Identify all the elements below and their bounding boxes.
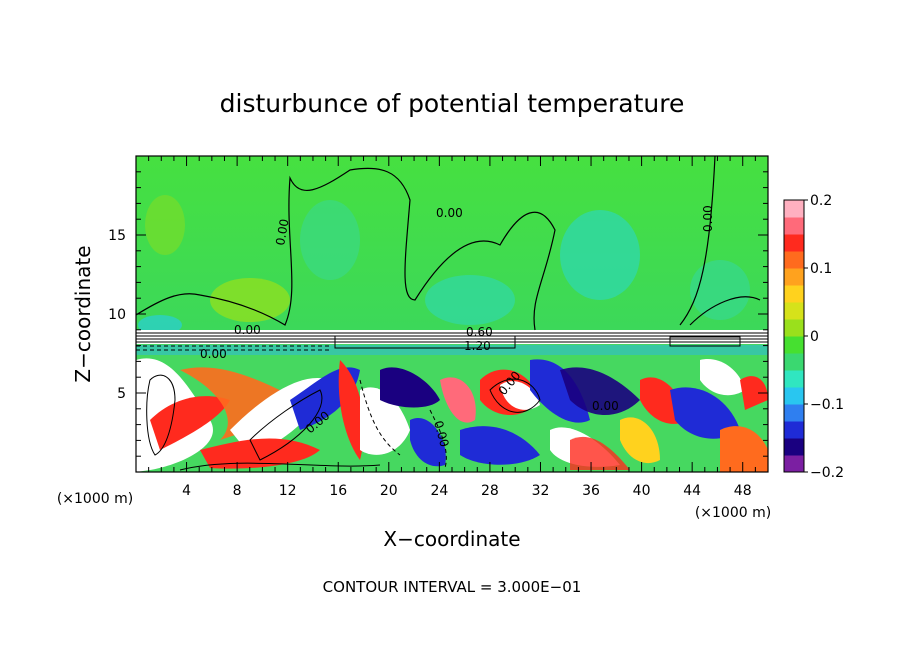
colorbar-swatch bbox=[784, 217, 804, 235]
x-tick-labels: 4 8 12 16 20 24 28 32 36 40 44 48 bbox=[182, 483, 752, 499]
colorbar-swatch bbox=[784, 200, 804, 218]
colorbar-swatch bbox=[784, 268, 804, 286]
x-tick-label: 16 bbox=[329, 483, 347, 499]
cool-patch bbox=[560, 210, 640, 300]
contour-label: 0.00 bbox=[701, 205, 715, 232]
colorbar-swatch bbox=[784, 455, 804, 473]
colorbar-swatch bbox=[784, 319, 804, 337]
colorbar-label: 0.1 bbox=[810, 261, 832, 277]
x-tick-label: 28 bbox=[481, 483, 499, 499]
plot-area bbox=[136, 156, 768, 472]
colorbar-label: −0.1 bbox=[810, 397, 844, 413]
y-tick-labels: 5 10 15 bbox=[108, 228, 126, 402]
colorbar-swatch bbox=[784, 302, 804, 320]
colorbar-swatch bbox=[784, 421, 804, 439]
colorbar-label: 0 bbox=[810, 329, 819, 345]
contour-line bbox=[359, 379, 401, 456]
x-tick-label: 44 bbox=[683, 483, 701, 499]
x-tick-label: 48 bbox=[734, 483, 752, 499]
contour-line bbox=[179, 462, 381, 471]
warm-patch bbox=[145, 195, 185, 255]
contour-label: 1.20 bbox=[464, 339, 491, 353]
y-tick-label: 15 bbox=[108, 228, 126, 244]
x-tick-label: 12 bbox=[279, 483, 297, 499]
contour-line bbox=[689, 296, 761, 326]
colorbar-labels: 0.2 0.1 0 −0.1 −0.2 bbox=[810, 193, 844, 481]
boundary-box bbox=[669, 336, 741, 347]
colorbar-swatch bbox=[784, 387, 804, 405]
y-tick-label: 5 bbox=[117, 386, 126, 402]
x-unit-right: (×1000 m) bbox=[695, 505, 771, 521]
contour-label: 0.60 bbox=[466, 325, 493, 339]
x-tick-label: 4 bbox=[182, 483, 191, 499]
x-tick-label: 8 bbox=[233, 483, 242, 499]
contour-line bbox=[136, 167, 556, 331]
x-tick-label: 24 bbox=[430, 483, 448, 499]
colorbar-swatch bbox=[784, 251, 804, 269]
axis-ticks bbox=[136, 156, 768, 472]
x-tick-label: 20 bbox=[380, 483, 398, 499]
contour-label: 0.00 bbox=[592, 399, 619, 413]
contour-label: 0.00 bbox=[431, 419, 451, 448]
contour-interval-note: CONTOUR INTERVAL = 3.000E−01 bbox=[323, 578, 582, 596]
colorbar bbox=[783, 199, 808, 473]
cool-patch bbox=[690, 260, 750, 320]
colorbar-swatch bbox=[784, 404, 804, 422]
warm-patch bbox=[210, 278, 290, 322]
contour-line bbox=[489, 378, 541, 413]
contour-line bbox=[429, 409, 447, 469]
colorbar-swatch bbox=[784, 370, 804, 388]
y-axis-label: Z−coordinate bbox=[71, 245, 95, 382]
colorbar-swatch bbox=[784, 353, 804, 371]
colorbar-swatch bbox=[784, 438, 804, 456]
x-tick-label: 32 bbox=[532, 483, 550, 499]
lower-structures bbox=[136, 345, 768, 472]
contour-line bbox=[146, 374, 176, 456]
x-tick-label: 36 bbox=[582, 483, 600, 499]
colorbar-label: −0.2 bbox=[810, 465, 844, 481]
cool-patch bbox=[425, 275, 515, 325]
colorbar-swatch bbox=[784, 336, 804, 354]
cool-patch bbox=[300, 200, 360, 280]
contour-label: 0.00 bbox=[234, 323, 261, 337]
contour-label: 0.00 bbox=[273, 218, 291, 247]
contour-label: 0.00 bbox=[200, 347, 227, 361]
contour-line bbox=[249, 389, 323, 461]
colorbar-swatch bbox=[784, 234, 804, 252]
x-axis-label: X−coordinate bbox=[383, 527, 520, 551]
colorbar-swatch bbox=[784, 285, 804, 303]
contour-label: 0.00 bbox=[436, 206, 463, 220]
contour-line bbox=[679, 156, 716, 326]
boundary-contours bbox=[136, 345, 330, 351]
x-tick-label: 40 bbox=[633, 483, 651, 499]
boundary-box bbox=[334, 335, 516, 349]
colorbar-label: 0.2 bbox=[810, 193, 832, 209]
chart-title: disturbunce of potential temperature bbox=[220, 89, 685, 118]
y-tick-label: 10 bbox=[108, 307, 126, 323]
x-unit-left: (×1000 m) bbox=[57, 491, 133, 507]
